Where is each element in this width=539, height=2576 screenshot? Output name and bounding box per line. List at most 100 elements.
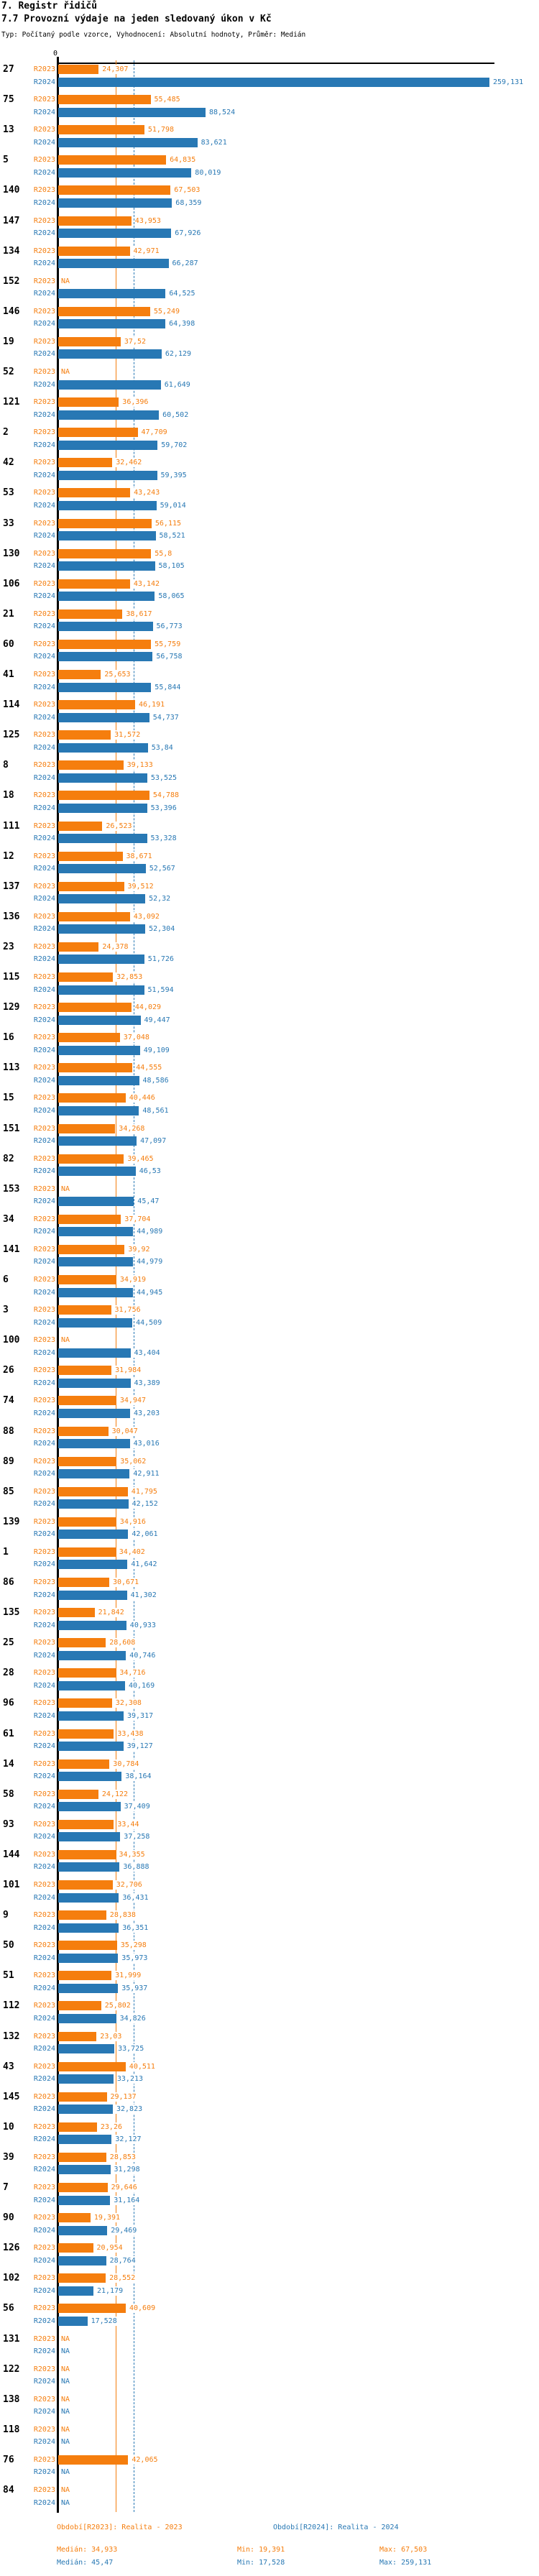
series-label-r2023: R2023: [33, 1427, 55, 1435]
bar-value-r2023: 37,048: [122, 1033, 150, 1043]
bar-r2024: [58, 1227, 134, 1237]
bar-r2024: [58, 380, 161, 390]
bar-value-r2023: 26,523: [105, 821, 133, 831]
bar-r2024: [58, 834, 147, 843]
bar-value-r2023: 40,511: [128, 2061, 156, 2071]
bar-value-r2023: 38,671: [125, 851, 153, 861]
row-id-label: 137: [3, 880, 20, 892]
series-label-r2023: R2023: [33, 2365, 55, 2373]
stat-max-2023: Max: 67,503: [379, 2546, 428, 2554]
bar-r2024: [58, 500, 157, 510]
bar-r2024: [58, 1499, 129, 1509]
series-label-r2023: R2023: [33, 2455, 55, 2464]
row-id-label: 33: [3, 518, 14, 529]
series-label-r2024: R2024: [33, 713, 55, 722]
series-label-r2023: R2023: [33, 731, 55, 740]
bar-r2023: [58, 2092, 107, 2102]
bar-value-r2023: 28,853: [109, 2152, 137, 2162]
row-id-label: 145: [3, 2091, 20, 2102]
row-id-label: 140: [3, 185, 20, 196]
bar-value-r2023: NA: [60, 2364, 71, 2374]
bar-value-r2023: 56,115: [154, 518, 183, 528]
bar-value-r2024: 36,888: [122, 1862, 150, 1872]
row-id-label: 7: [3, 2182, 9, 2193]
bar-value-r2024: 52,304: [148, 924, 176, 934]
bar-value-r2023: 28,552: [109, 2273, 137, 2283]
bar-r2024: [58, 2074, 114, 2084]
bar-r2024: [58, 229, 172, 238]
bar-value-r2023: 31,756: [114, 1305, 142, 1315]
series-label-r2024: R2024: [33, 350, 55, 359]
row-id-label: 18: [3, 790, 14, 801]
bar-r2023: [58, 700, 135, 710]
row-id-label: 138: [3, 2393, 20, 2405]
row-id-label: 111: [3, 820, 20, 832]
bar-r2024: [58, 561, 155, 571]
bar-value-r2024: 42,911: [132, 1469, 160, 1479]
bar-value-r2023: 36,396: [121, 397, 149, 408]
bar-value-r2023: 31,984: [114, 1366, 142, 1376]
row-id-label: 50: [3, 1940, 14, 1951]
bar-r2023: [58, 306, 150, 316]
bar-r2023: [58, 821, 103, 831]
series-label-r2024: R2024: [33, 2438, 55, 2447]
bar-value-r2024: 21,179: [96, 2286, 124, 2296]
series-label-r2024: R2024: [33, 441, 55, 449]
series-label-r2023: R2023: [33, 2334, 55, 2343]
axis-zero-tick-label: 0: [53, 50, 58, 58]
series-label-r2023: R2023: [33, 973, 55, 981]
bar-value-r2024: 29,469: [110, 2225, 138, 2235]
series-label-r2023: R2023: [33, 2244, 55, 2253]
bar-value-r2023: NA: [60, 367, 71, 377]
series-label-r2024: R2024: [33, 743, 55, 752]
stat-median-2024: Medián: 45,47: [57, 2559, 114, 2567]
bar-value-r2024: 259,131: [492, 77, 525, 87]
bar-r2024: [58, 2044, 115, 2053]
bar-r2023: [58, 1093, 126, 1103]
series-label-r2023: R2023: [33, 428, 55, 437]
bar-r2024: [58, 410, 160, 420]
series-label-r2024: R2024: [33, 2378, 55, 2386]
series-label-r2023: R2023: [33, 1760, 55, 1768]
bar-value-r2024: 58,105: [157, 561, 185, 571]
bar-value-r2024: 53,328: [149, 834, 178, 843]
series-label-r2023: R2023: [33, 1487, 55, 1496]
series-label-r2024: R2024: [33, 1137, 55, 1145]
bar-r2023: [58, 1366, 112, 1376]
row-id-label: 10: [3, 2121, 14, 2133]
series-label-r2024: R2024: [33, 1923, 55, 1932]
bar-value-r2024: 53,84: [150, 742, 174, 753]
bar-value-r2023: 54,788: [152, 791, 180, 801]
bar-r2024: [58, 1802, 121, 1812]
bar-value-r2024: 43,404: [133, 1348, 161, 1358]
bar-r2024: [58, 1892, 119, 1903]
series-label-r2023: R2023: [33, 1517, 55, 1526]
row-id-label: 19: [3, 336, 14, 347]
bar-value-r2024: 56,773: [155, 622, 183, 632]
bar-r2023: [58, 609, 123, 619]
row-id-label: 101: [3, 1880, 20, 1890]
bar-value-r2024: NA: [60, 2407, 71, 2417]
series-label-r2023: R2023: [33, 549, 55, 558]
bar-value-r2024: 33,725: [117, 2044, 145, 2053]
bar-value-r2024: 17,528: [90, 2316, 118, 2326]
bar-value-r2024: 47,097: [139, 1136, 167, 1146]
series-label-r2024: R2024: [33, 2196, 55, 2204]
bar-value-r2024: 55,844: [154, 682, 182, 692]
series-label-r2024: R2024: [33, 562, 55, 571]
bar-value-r2024: 41,302: [129, 1590, 157, 1600]
series-label-r2023: R2023: [33, 277, 55, 285]
bar-r2024: [58, 2225, 108, 2235]
row-id-label: 61: [3, 1728, 14, 1739]
bar-value-r2024: 51,726: [147, 954, 175, 965]
bar-r2023: [58, 2031, 97, 2041]
row-id-label: 60: [3, 638, 14, 650]
series-label-r2024: R2024: [33, 138, 55, 147]
series-label-r2024: R2024: [33, 1742, 55, 1750]
bar-r2023: [58, 1033, 120, 1043]
series-label-r2024: R2024: [33, 1318, 55, 1327]
bar-value-r2023: 55,249: [152, 306, 181, 316]
bar-value-r2023: 47,709: [140, 428, 168, 438]
bar-value-r2023: 64,835: [169, 155, 197, 165]
stat-max-2024: Max: 259,131: [379, 2559, 432, 2567]
